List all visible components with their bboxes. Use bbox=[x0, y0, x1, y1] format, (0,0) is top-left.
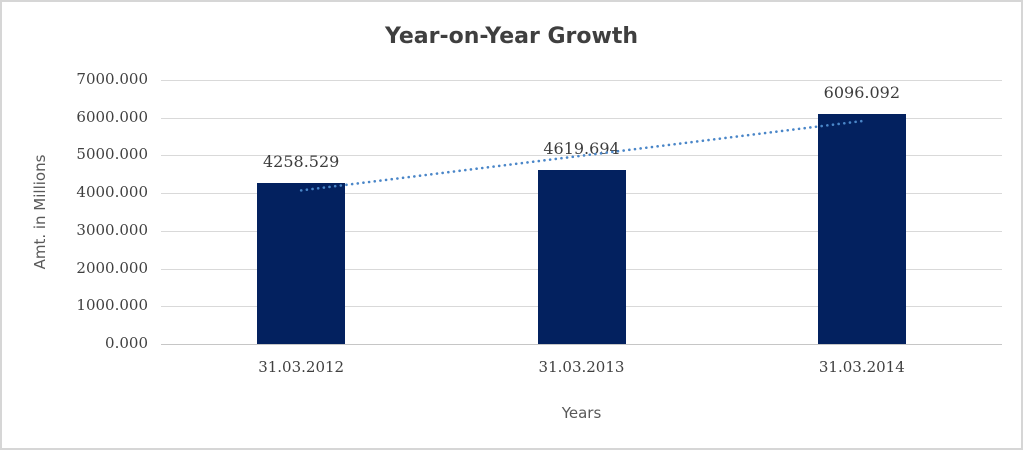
gridline bbox=[161, 117, 1002, 119]
x-tick-label: 31.03.2014 bbox=[818, 358, 905, 376]
bar-31.03.2014 bbox=[817, 114, 906, 344]
x-tick-label: 31.03.2012 bbox=[258, 358, 345, 376]
y-tick-label: 7000.000 bbox=[76, 70, 148, 88]
bar-31.03.2012 bbox=[257, 183, 346, 344]
data-label: 4258.529 bbox=[262, 152, 340, 172]
bar-31.03.2013 bbox=[537, 169, 626, 344]
y-tick-label: 5000.000 bbox=[76, 145, 148, 164]
data-label: 4619.694 bbox=[543, 138, 620, 158]
gridline bbox=[161, 344, 1002, 345]
y-tick-label: 3000.000 bbox=[76, 220, 148, 239]
chart-title: Year-on-Year Growth bbox=[384, 24, 639, 49]
y-tick-label: 1000.000 bbox=[76, 296, 148, 315]
plot-area: 4258.529 4619.694 6096.092 bbox=[161, 80, 1002, 345]
y-tick-label: 2000.000 bbox=[76, 258, 148, 277]
y-tick-label: 0.000 bbox=[105, 334, 148, 352]
y-axis-title: Amt. in Millions bbox=[31, 154, 49, 270]
data-label: 6096.092 bbox=[823, 83, 900, 103]
x-tick-label: 31.03.2013 bbox=[538, 358, 625, 376]
y-tick-label: 6000.000 bbox=[76, 107, 148, 126]
gridline bbox=[161, 80, 1002, 81]
x-axis-title: Years bbox=[561, 404, 602, 422]
y-tick-label: 4000.000 bbox=[76, 183, 148, 202]
